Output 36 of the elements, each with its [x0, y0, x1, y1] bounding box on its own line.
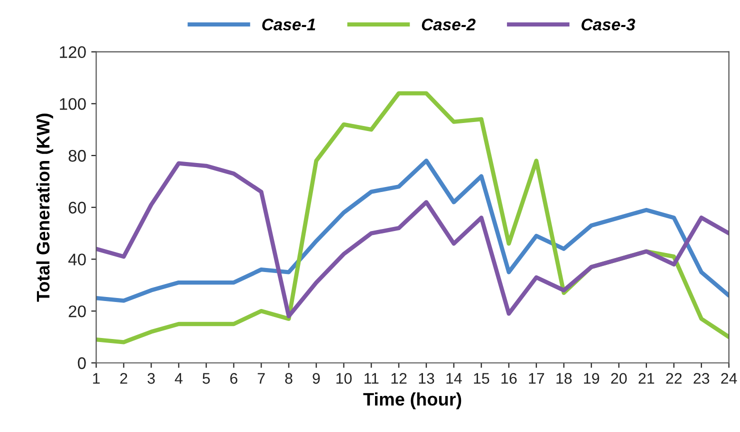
- x-tick-label: 6: [230, 373, 238, 384]
- x-tick-label: 3: [148, 373, 155, 384]
- x-tick-label: 16: [502, 373, 517, 384]
- x-tick-label: 9: [312, 373, 320, 384]
- x-tick-label: 11: [364, 373, 378, 384]
- x-tick-label: 1: [93, 373, 100, 384]
- legend-label: Case-3: [582, 18, 636, 30]
- x-tick-label: 24: [721, 373, 737, 384]
- x-tick-label: 17: [529, 373, 544, 384]
- y-tick-label: 20: [68, 305, 86, 318]
- x-tick-label: 4: [174, 373, 183, 384]
- x-tick-label: 12: [391, 373, 407, 384]
- x-tick-label: 23: [694, 373, 710, 384]
- y-tick-label: 60: [68, 202, 86, 214]
- x-tick-label: 14: [446, 373, 462, 384]
- x-tick-label: 21: [638, 373, 654, 384]
- x-tick-label: 19: [584, 373, 600, 384]
- legend-label: Case-1: [262, 18, 316, 30]
- legend-label: Case-2: [422, 18, 476, 30]
- y-tick-label: 80: [68, 150, 86, 162]
- x-tick-label: 7: [258, 373, 265, 384]
- x-tick-label: 20: [611, 373, 627, 384]
- y-tick-label: 40: [68, 254, 86, 266]
- x-tick-label: 10: [336, 373, 352, 384]
- y-tick-label: 100: [60, 98, 86, 110]
- x-tick-label: 13: [418, 373, 434, 384]
- x-tick-label: 15: [474, 373, 490, 384]
- y-axis-title: Total Generation (KW): [36, 114, 54, 302]
- x-tick-label: 18: [556, 373, 572, 384]
- x-tick-label: 2: [120, 373, 128, 384]
- x-axis-title: Time (hour): [363, 392, 462, 410]
- x-tick-label: 8: [285, 373, 292, 384]
- x-tick-label: 5: [202, 373, 210, 384]
- y-tick-label: 120: [60, 46, 86, 58]
- y-tick-label: 0: [78, 357, 86, 370]
- x-tick-label: 22: [666, 373, 682, 384]
